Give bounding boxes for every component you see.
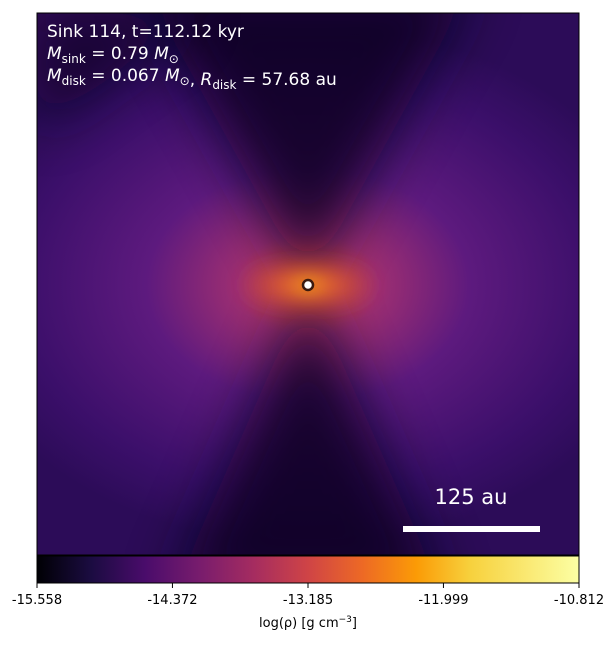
colorbar-ticks: -15.558 -14.372 -13.185 -11.999 -10.812 [12, 583, 604, 608]
value-text: = 57.68 au [236, 70, 336, 90]
subscript: sink [62, 52, 86, 66]
colorbar-label: log(ρ) [g cm−3] [259, 615, 357, 631]
sink-mass: Msink = 0.79 M⊙ [47, 44, 179, 66]
colorbar-tick-label: -10.812 [554, 593, 604, 608]
scale-bar [403, 526, 540, 532]
label-end: ] [352, 616, 357, 631]
colorbar-tick-label: -11.999 [418, 593, 468, 608]
colorbar-tick-label: -15.558 [12, 593, 62, 608]
colorbar-tick-label: -14.372 [147, 593, 197, 608]
sink-label: Sink 114, t=112.12 kyr [47, 22, 244, 42]
unit-subscript: ⊙ [169, 52, 179, 66]
colorbar [36, 555, 580, 584]
separator: , [190, 70, 201, 90]
unit-subscript: ⊙ [180, 74, 190, 88]
sink-marker [301, 278, 315, 292]
plot-frame [36, 12, 580, 556]
disk-props: Mdisk = 0.067 M⊙, Rdisk = 57.68 au [47, 66, 337, 92]
scale-bar-label: 125 au [435, 485, 508, 509]
subscript: disk [212, 78, 236, 92]
label-sup: −3 [339, 615, 352, 625]
symbol: R [201, 70, 213, 90]
density-map [37, 13, 579, 555]
symbol: M [47, 44, 62, 64]
value-text: = 0.067 [86, 66, 165, 86]
label-text: log(ρ) [g cm [259, 616, 339, 631]
unit: M [154, 44, 169, 64]
unit: M [165, 66, 180, 86]
value-text: = 0.79 [86, 44, 154, 64]
colorbar-tick-label: -13.185 [283, 593, 333, 608]
subscript: disk [62, 74, 86, 88]
symbol: M [47, 66, 62, 86]
